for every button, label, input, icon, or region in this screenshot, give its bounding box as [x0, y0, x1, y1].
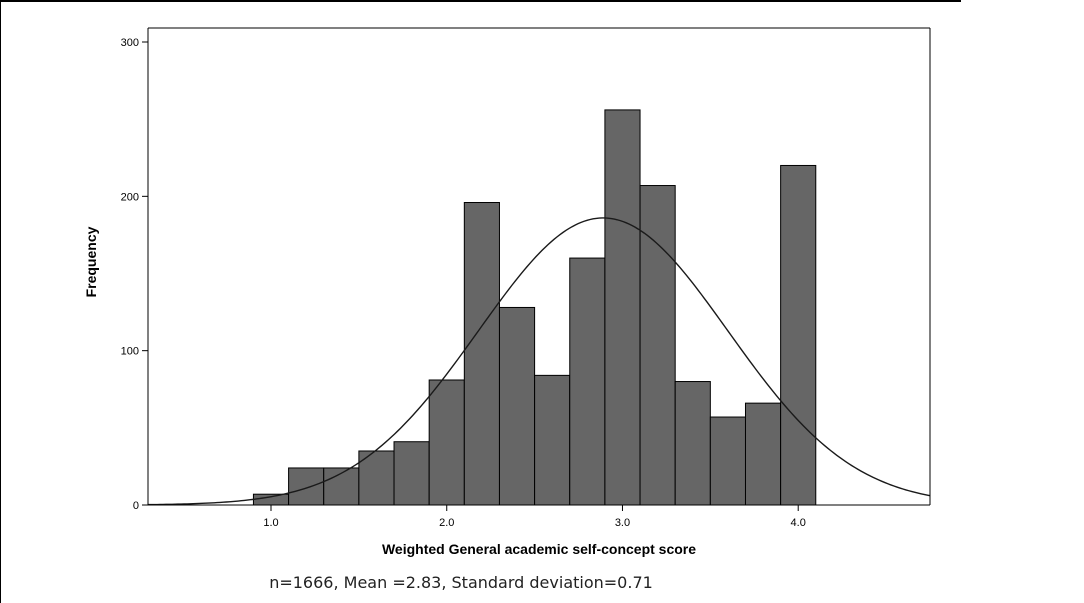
histogram-bar-15 — [744, 402, 782, 506]
histogram-bar-13 — [674, 381, 711, 506]
y-ticks: 0 100 200 300 — [121, 37, 148, 512]
top-rule — [1, 0, 961, 2]
histogram-bar-16 — [780, 164, 817, 506]
histogram-bar-14 — [709, 416, 746, 506]
histogram-bar-2 — [288, 467, 325, 506]
x-axis-title: Weighted General academic self-concept s… — [382, 541, 696, 557]
histogram-bar-10 — [569, 257, 606, 506]
y-axis-title: Frequency — [83, 226, 99, 297]
axes — [147, 27, 931, 506]
histogram-bar-1 — [252, 493, 290, 506]
x-tick-label-1.0: 1.0 — [263, 517, 278, 529]
histogram-bar-12 — [639, 185, 676, 506]
histogram-bar-8 — [498, 306, 536, 506]
histogram-bar-9 — [534, 374, 571, 506]
histogram-bar-11 — [604, 109, 641, 506]
histogram-bar-7 — [463, 202, 500, 506]
y-tick-label-100: 100 — [121, 346, 139, 358]
x-tick-label-4.0: 4.0 — [791, 517, 806, 529]
histogram-bar-6 — [428, 379, 465, 506]
x-tick-label-3.0: 3.0 — [615, 517, 630, 529]
figure-caption: n=1666, Mean =2.83, Standard deviation=0… — [269, 573, 653, 592]
y-tick-label-200: 200 — [121, 191, 139, 203]
y-tick-label-300: 300 — [121, 37, 139, 49]
bars — [252, 109, 817, 506]
histogram-bar-5 — [393, 441, 430, 506]
x-tick-label-2.0: 2.0 — [439, 517, 454, 529]
histogram-chart: 0 100 200 300 1.0 2.0 3.0 4.0 Weighted General… — [83, 27, 931, 557]
y-tick-label-0: 0 — [133, 500, 139, 512]
normal-curve-layer — [147, 217, 931, 506]
histogram-bar-4 — [358, 450, 395, 506]
x-ticks: 1.0 2.0 3.0 4.0 — [263, 505, 806, 529]
normal-curve — [147, 217, 931, 506]
